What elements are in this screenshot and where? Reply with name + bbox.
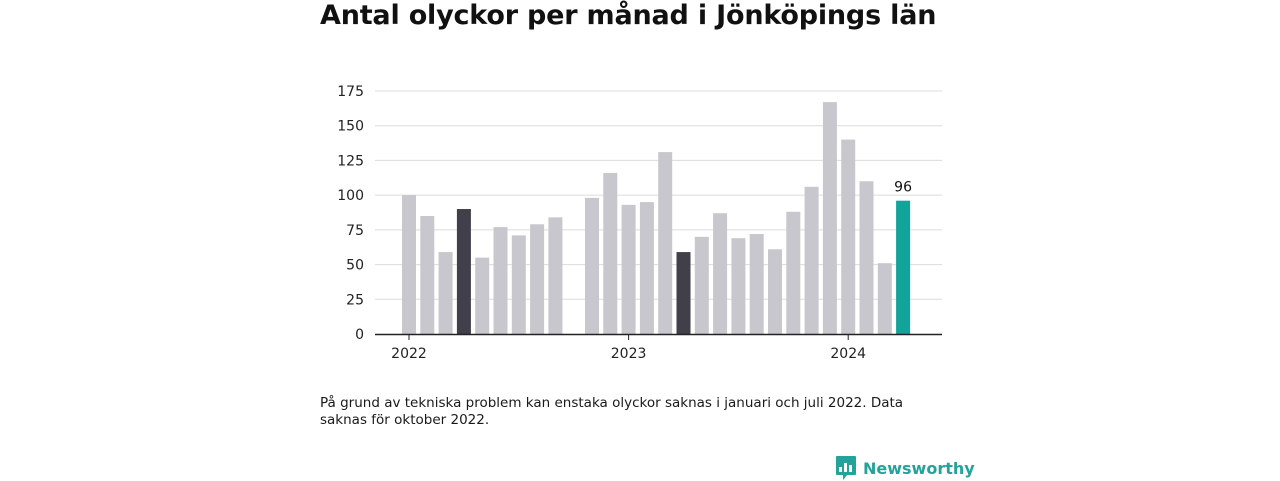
brand-name: Newsworthy: [863, 458, 975, 478]
bar-2023-03: [658, 152, 673, 334]
y-axis-ticks: 0 25 50 75 100 125 150 175: [337, 84, 364, 343]
y-tick-label: 125: [337, 153, 364, 169]
bar-2022-04: [456, 209, 471, 334]
bars: [402, 102, 911, 334]
x-tick-label: 2022: [391, 346, 427, 362]
bar-2023-11: [804, 186, 819, 334]
bar-2022-06: [493, 227, 508, 334]
x-tick-label: 2023: [611, 346, 647, 362]
bar-2023-08: [749, 234, 764, 334]
bar-chart-speech-bubble-icon: [836, 456, 856, 480]
data-labels: 96: [894, 180, 912, 196]
y-tick-label: 25: [346, 292, 364, 308]
bar-2022-09: [548, 217, 563, 334]
bar-2023-09: [768, 249, 782, 334]
bar-2024-04: [896, 200, 911, 334]
x-axis-ticks: 2022 2023 2024: [391, 334, 866, 362]
y-tick-label: 175: [337, 84, 364, 100]
bar-2024-03: [877, 263, 892, 334]
y-tick-label: 150: [337, 119, 364, 135]
bar-2023-04: [676, 252, 691, 334]
bar-2022-11: [585, 197, 599, 334]
bar-2022-03: [438, 252, 453, 334]
bar-2022-01: [402, 195, 416, 334]
chart-title: Antal olyckor per månad i Jönköpings län: [320, 0, 937, 31]
bar-2023-07: [731, 238, 746, 334]
x-tick-label: 2024: [830, 346, 866, 362]
bar-2022-08: [530, 224, 545, 334]
bar-2023-10: [786, 211, 801, 334]
footnote: På grund av tekniska problem kan enstaka…: [320, 395, 904, 428]
bar-2022-05: [475, 257, 490, 334]
y-tick-label: 0: [355, 327, 364, 343]
y-tick-label: 50: [346, 258, 364, 274]
bar-2022-02: [420, 215, 435, 334]
data-label-latest: 96: [894, 180, 912, 196]
y-tick-label: 75: [346, 223, 364, 239]
bar-2024-02: [859, 181, 874, 334]
bar-2023-02: [639, 202, 654, 334]
bar-2022-07: [511, 235, 526, 334]
bar-2022-12: [603, 172, 618, 334]
bar-2024-01: [841, 139, 856, 334]
bar-2023-05: [694, 236, 709, 334]
bar-2023-06: [713, 213, 728, 334]
bar-2023-01: [621, 204, 636, 334]
y-tick-label: 100: [337, 188, 364, 204]
newsworthy-logo: Newsworthy: [835, 455, 975, 481]
bar-2023-12: [822, 102, 837, 334]
